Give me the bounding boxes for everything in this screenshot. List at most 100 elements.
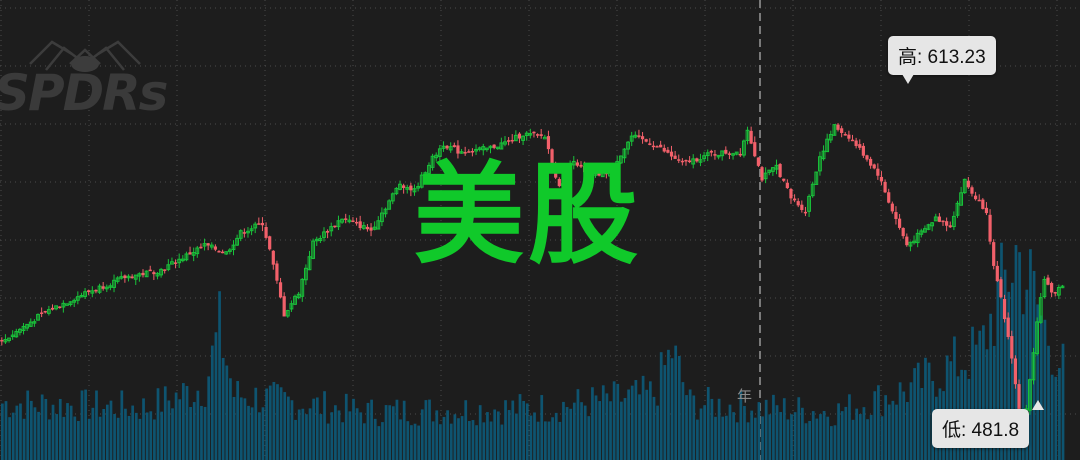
volume-bar [572,402,576,460]
volume-bar [40,394,44,460]
candle-body-down [470,151,475,153]
volume-bar [688,389,692,460]
candle-body-down [50,307,55,310]
candle-body-up [166,264,171,270]
watermark-text: 美股 [414,151,642,279]
volume-bar [677,355,681,460]
volume-bar [829,426,833,460]
volume-bar [58,398,62,460]
volume-bar [895,404,898,460]
candle-body-up [919,230,924,235]
candle-body-up [412,188,417,193]
candle-body-down [792,198,797,201]
candle-body-down [148,269,152,272]
volume-bar [399,419,402,460]
volume-bar [124,408,127,460]
volume-bar [402,400,406,460]
candle-body-down [756,157,760,166]
volume-bar [200,405,203,460]
candle-body-up [720,150,725,157]
volume-bar [862,407,866,460]
candle-body-down [579,164,583,167]
candle-body-up [231,244,236,251]
candle-body-down [344,218,348,220]
volume-bar [710,398,714,460]
candle-body-down [275,263,279,281]
volume-bar [645,389,649,460]
candle-body-down [409,185,413,191]
volume-bar [182,383,185,460]
volume-bar [609,401,612,460]
volume-bar [782,398,786,460]
candle-body-up [416,186,421,189]
volume-bar [880,416,884,460]
candle-body-down [894,212,898,219]
volume-bar [764,399,768,460]
volume-bar [558,421,562,460]
candle-body-down [206,243,210,246]
volume-bar [699,408,703,460]
candle-body-down [369,227,373,231]
volume-bar [696,419,699,460]
candle-body-up [336,220,341,228]
volume-bar [982,325,985,460]
candle-body-down [659,144,663,148]
volume-bar [663,365,667,460]
candle-body-down [463,152,467,154]
candle-body-up [390,193,395,202]
volume-bar [341,422,344,460]
candle-body-down [264,227,268,238]
volume-bar [525,403,529,460]
candle-body-down [152,272,156,275]
candle-body-down [695,158,699,162]
volume-bar [254,387,258,460]
candle-body-down [257,223,261,225]
volume-bar [286,396,290,460]
candle-body-down [557,179,561,187]
candle-body-down [680,160,684,163]
volume-bar [583,405,587,460]
candle-body-up [405,187,410,190]
candle-body-down [510,139,514,142]
volume-bar [214,332,218,460]
volume-bar [1036,304,1040,460]
candle-body-up [774,164,779,170]
candle-body-up [419,174,424,188]
candle-body-down [861,145,865,156]
candle-body-down [796,201,800,206]
candle-body-down [709,150,713,153]
volume-bar [486,412,489,460]
candle-body-up [347,219,352,223]
candle-body-down [637,135,641,137]
candle-body-down [101,286,105,289]
volume-bar [815,418,819,460]
candle-body-up [807,195,811,212]
volume-bar [323,391,326,460]
volume-bar [493,409,497,460]
volume-bar [44,398,48,460]
volume-bar [945,355,949,460]
volume-bar [627,389,630,460]
candle-body-up [810,183,815,197]
candle-body-up [238,230,243,239]
volume-bar [449,423,453,460]
volume-bar [913,368,916,460]
volume-bar [283,392,287,460]
volume-bar [869,414,873,460]
volume-bar [544,421,547,460]
volume-bar [308,408,312,460]
volume-bar [178,399,182,460]
candle-body-up [705,152,710,157]
volume-bar [203,406,207,460]
candle-body-up [1056,287,1061,296]
candle-body-down [789,188,793,199]
volume-bar [247,405,250,460]
volume-bar [924,357,927,460]
candle-body-down [713,154,717,156]
candle-body-up [3,338,8,343]
candle-body-up [915,232,920,244]
volume-bar [902,391,906,460]
candle-body-down [358,221,362,229]
volume-bar [840,411,844,460]
candle-body-up [770,167,775,172]
